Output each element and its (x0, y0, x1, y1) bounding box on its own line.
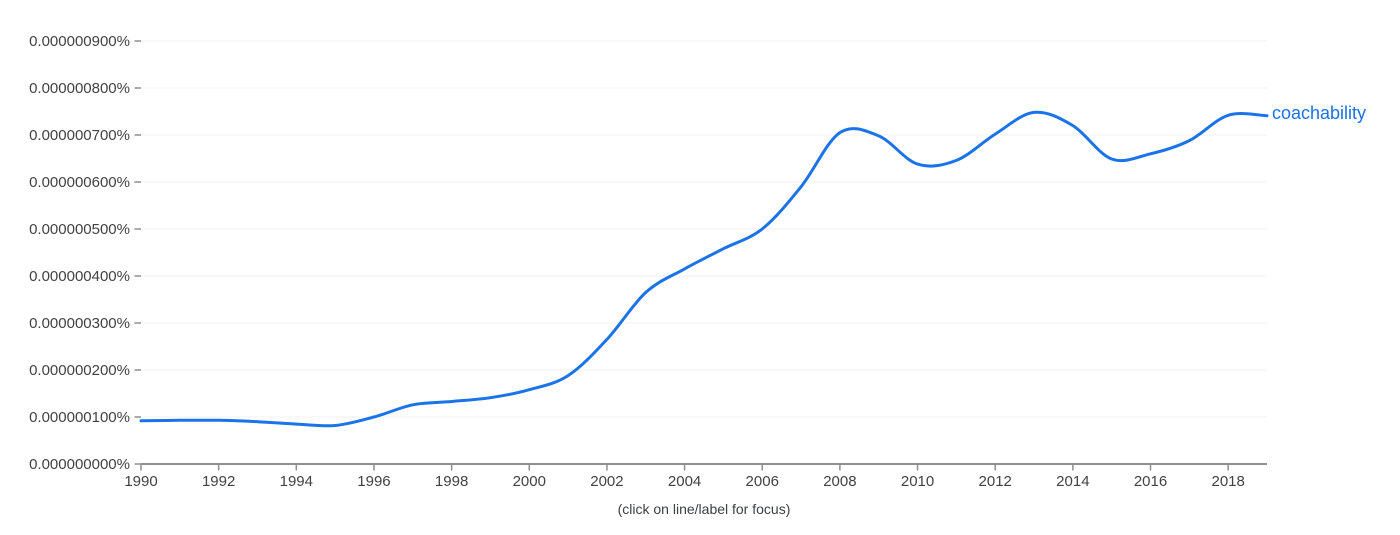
x-axis-label: 2014 (1056, 473, 1089, 490)
x-axis-label: 2016 (1134, 473, 1167, 490)
x-axis-label: 2008 (823, 473, 856, 490)
y-axis-label: 0.000000100% (29, 409, 130, 426)
x-axis-label: 2004 (668, 473, 701, 490)
y-axis-label: 0.000000000% (29, 456, 130, 473)
x-axis-label: 2000 (513, 473, 546, 490)
x-axis-label: 2006 (746, 473, 779, 490)
x-axis-label: 1990 (124, 473, 157, 490)
x-axis-label: 2010 (901, 473, 934, 490)
y-axis-label: 0.000000500% (29, 221, 130, 238)
x-axis-label: 2012 (979, 473, 1012, 490)
series-line-coachability[interactable] (139, 110, 1269, 428)
series-end-label[interactable]: coachability (1272, 103, 1367, 123)
y-axis-label: 0.000000800% (29, 80, 130, 97)
y-axis-label: 0.000000600% (29, 174, 130, 191)
chart-caption: (click on line/label for focus) (617, 501, 791, 517)
x-axis-label: 1996 (357, 473, 390, 490)
x-axis-label: 2002 (590, 473, 623, 490)
y-axis-label: 0.000000200% (29, 362, 130, 379)
x-axis-label: 1992 (202, 473, 235, 490)
y-axis-label: 0.000000900% (29, 33, 130, 50)
x-axis-label: 2018 (1211, 473, 1244, 490)
y-axis-label: 0.000000300% (29, 315, 130, 332)
x-axis-label: 1994 (280, 473, 313, 490)
y-axis-label: 0.000000700% (29, 127, 130, 144)
x-axis-label: 1998 (435, 473, 468, 490)
y-axis-label: 0.000000400% (29, 268, 130, 285)
